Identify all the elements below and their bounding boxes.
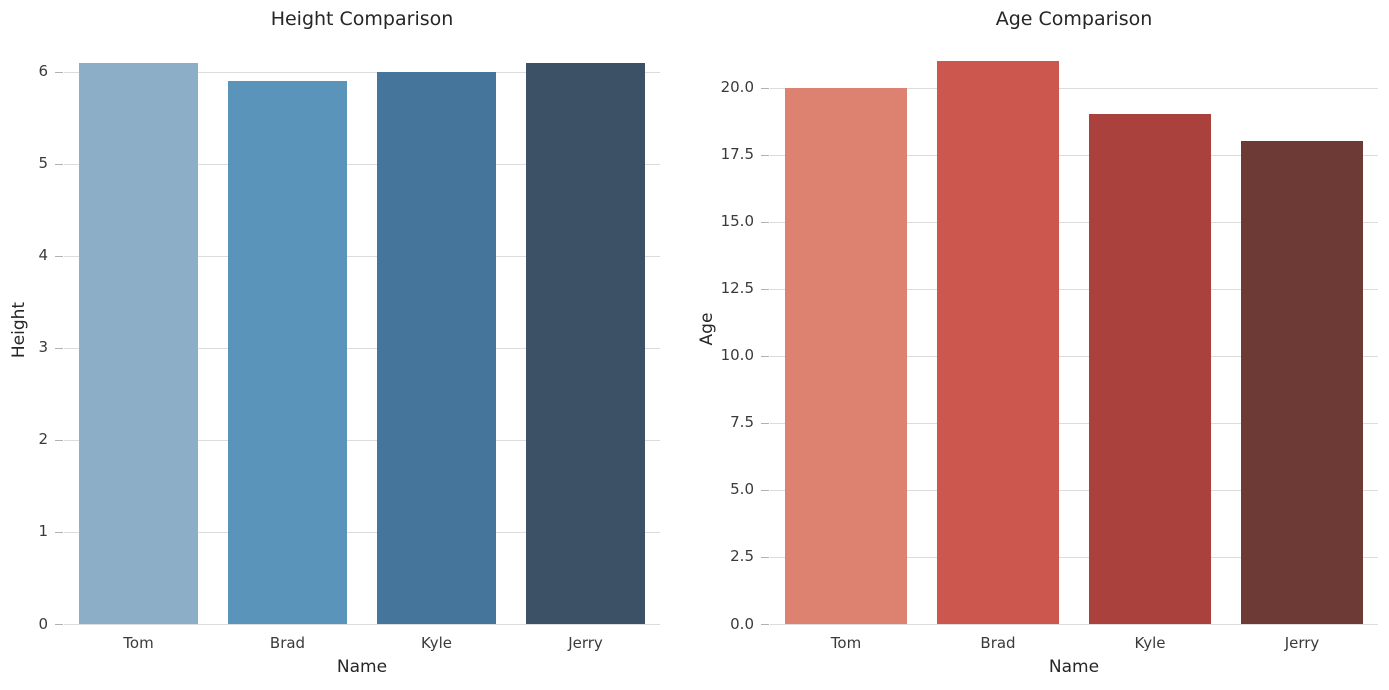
gridline-y-2 <box>64 439 660 442</box>
plot-area <box>64 35 660 626</box>
y-tick-mark <box>761 355 769 358</box>
y-tick-label: 15.0 <box>720 212 754 231</box>
bar-brad <box>937 60 1059 624</box>
plot-area <box>770 34 1378 626</box>
x-tick-label-tom: Tom <box>830 634 862 652</box>
y-tick-mark <box>761 624 769 626</box>
gridline-y-17.5 <box>770 154 1378 157</box>
y-tick-label: 5 <box>38 154 48 173</box>
y-tick-mark <box>55 71 63 74</box>
gridline-y-5 <box>64 163 660 166</box>
height-comparison-chart: Height Comparison Height Name 0 1 2 3 4 5 6 Tom… <box>0 0 694 690</box>
gridline-y-2.5 <box>770 556 1378 559</box>
bar-tom <box>78 62 199 624</box>
gridline-y-6 <box>64 71 660 74</box>
y-tick-mark <box>761 221 769 224</box>
x-tick-label-jerry: Jerry <box>1284 634 1320 652</box>
y-tick-mark <box>55 255 63 258</box>
gridline-y-7.5 <box>770 422 1378 425</box>
gridline-y-10.0 <box>770 355 1378 358</box>
bar-kyle <box>1089 114 1211 624</box>
chart-title: Height Comparison <box>270 8 454 30</box>
y-tick-label: 0.0 <box>730 614 754 633</box>
x-tick-label-kyle: Kyle <box>420 634 453 652</box>
gridline-y-0 <box>64 624 660 626</box>
y-tick-label: 3 <box>38 338 48 357</box>
y-tick-mark <box>55 163 63 166</box>
y-tick-mark <box>55 624 63 626</box>
y-tick-label: 4 <box>38 246 48 265</box>
bar-brad <box>227 81 348 624</box>
chart-title: Age Comparison <box>995 8 1153 30</box>
y-tick-label: 1 <box>38 522 48 541</box>
bar-jerry <box>1241 141 1363 624</box>
gridline-y-3 <box>64 347 660 350</box>
y-tick-label: 2 <box>38 430 48 449</box>
age-comparison-chart: Age Comparison Age Name 0.0 2.5 5.0 7.5 10.0… <box>694 0 1389 690</box>
y-tick-label: 10.0 <box>720 346 754 365</box>
y-tick-label: 5.0 <box>730 480 754 499</box>
y-tick-mark <box>761 288 769 291</box>
y-tick-mark <box>761 87 769 90</box>
x-tick-label-tom: Tom <box>123 634 154 652</box>
gridline-y-4 <box>64 255 660 258</box>
gridline-y-1 <box>64 531 660 534</box>
x-tick-label-jerry: Jerry <box>568 634 603 652</box>
x-axis-label: Name <box>1048 657 1100 677</box>
gridline-y-15.0 <box>770 221 1378 224</box>
bar-tom <box>785 87 907 624</box>
y-tick-label: 0 <box>38 614 48 633</box>
gridline-y-5.0 <box>770 489 1378 492</box>
y-tick-label: 2.5 <box>730 547 754 566</box>
y-tick-label: 17.5 <box>720 145 754 164</box>
x-tick-label-brad: Brad <box>269 634 306 652</box>
y-tick-mark <box>761 489 769 492</box>
x-tick-label-kyle: Kyle <box>1134 634 1166 652</box>
y-tick-mark <box>761 422 769 425</box>
gridline-y-20.0 <box>770 87 1378 90</box>
y-axis-label: Age <box>697 312 717 346</box>
y-tick-mark <box>55 531 63 534</box>
y-tick-mark <box>761 556 769 559</box>
x-axis-label: Name <box>336 657 388 677</box>
y-tick-mark <box>55 347 63 350</box>
y-tick-label: 6 <box>38 62 48 81</box>
y-tick-mark <box>761 154 769 157</box>
y-tick-label: 12.5 <box>720 279 754 298</box>
gridline-y-0.0 <box>770 624 1378 626</box>
y-tick-label: 20.0 <box>720 78 754 97</box>
y-tick-label: 7.5 <box>730 413 754 432</box>
bar-jerry <box>525 62 646 624</box>
y-tick-mark <box>55 439 63 442</box>
gridline-y-12.5 <box>770 288 1378 291</box>
bar-kyle <box>376 71 497 624</box>
x-tick-label-brad: Brad <box>980 634 1016 652</box>
